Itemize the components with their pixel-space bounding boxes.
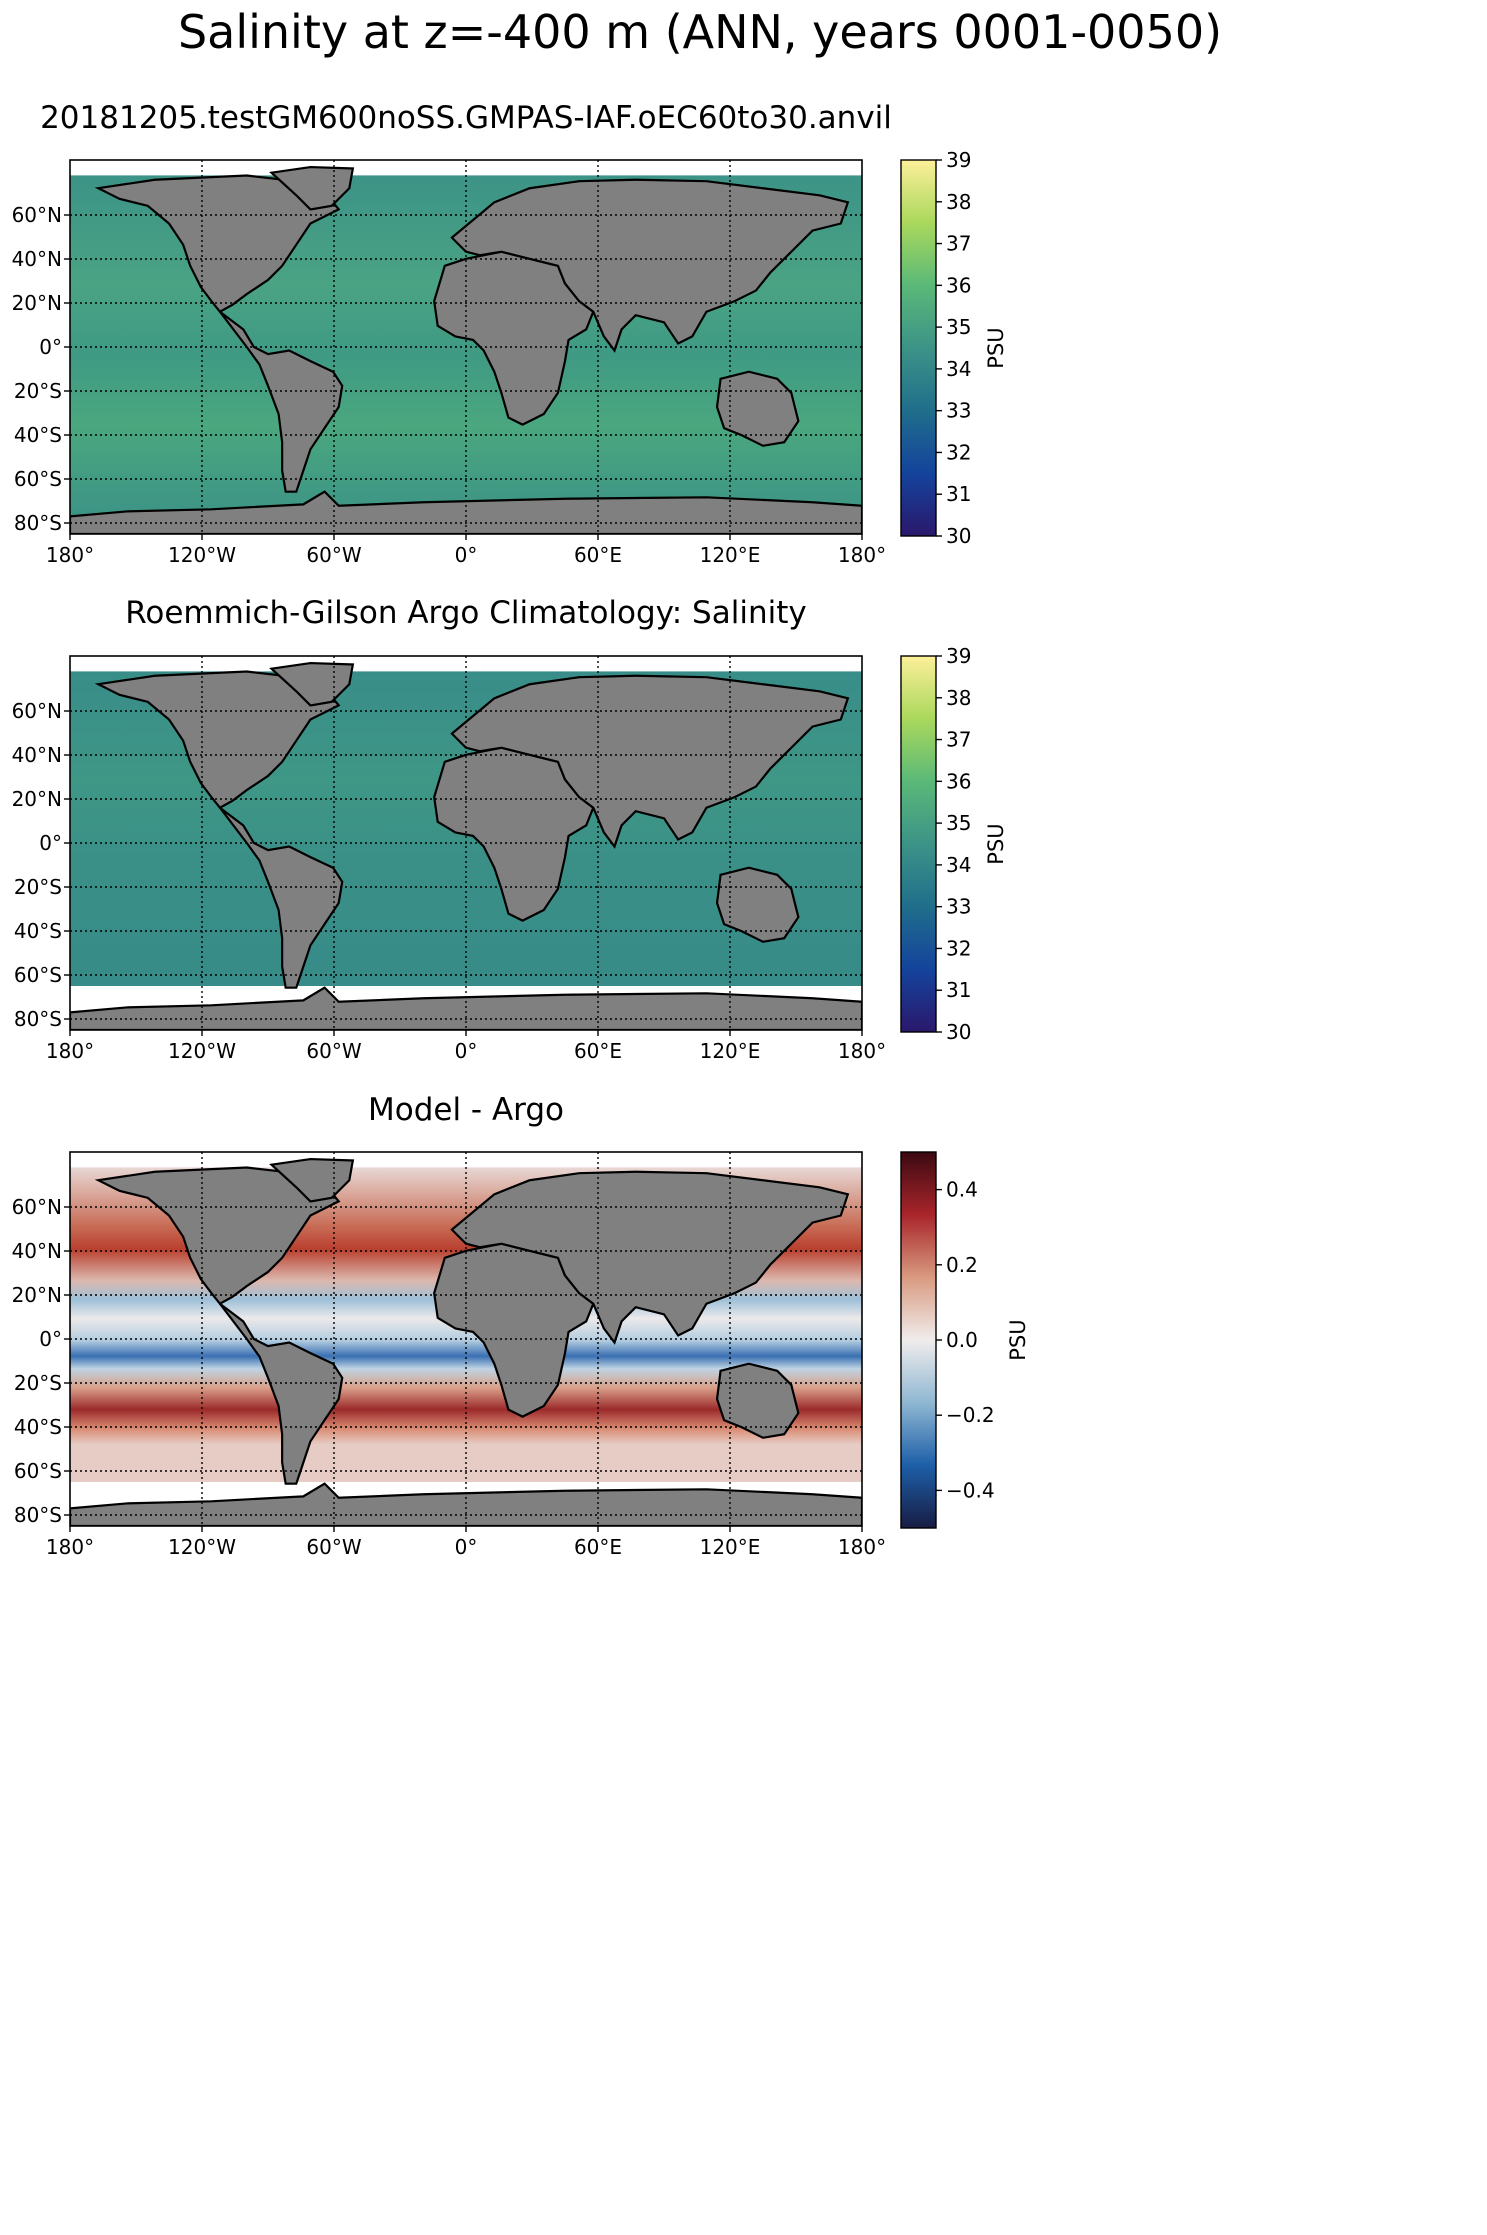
lat-tick-label: 20°S <box>14 875 62 899</box>
lon-tick-label: 0° <box>455 1535 478 1559</box>
map-area <box>70 1152 862 1526</box>
lat-tick-label: 20°S <box>14 379 62 403</box>
lon-tick-label: 120°W <box>168 1039 236 1063</box>
lat-tick-label: 40°N <box>12 1239 62 1263</box>
lon-tick-label: 180° <box>46 1039 94 1063</box>
colorbar-label: PSU <box>1006 1319 1030 1360</box>
lat-tick-label: 60°S <box>14 963 62 987</box>
lon-tick-label: 120°E <box>700 1039 761 1063</box>
colorbar-tick-label: 36 <box>946 273 971 297</box>
lat-tick-label: 0° <box>39 1327 62 1351</box>
colorbar-label: PSU <box>984 823 1008 864</box>
colorbar-tick-label: 38 <box>946 190 971 214</box>
panel-model: 20181205.testGM600noSS.GMPAS-IAF.oEC60to… <box>12 100 1008 567</box>
colorbar <box>900 159 937 537</box>
lon-tick-label: 180° <box>46 1535 94 1559</box>
colorbar-tick-label: 38 <box>946 686 971 710</box>
lat-tick-label: 20°N <box>12 291 62 315</box>
lat-tick-label: 40°S <box>14 919 62 943</box>
colorbar-tick-label: 37 <box>946 232 971 256</box>
lat-tick-label: 0° <box>39 831 62 855</box>
colorbar-tick-label: 0.4 <box>946 1178 978 1202</box>
colorbar <box>900 1151 937 1529</box>
colorbar-tick-label: 34 <box>946 853 971 877</box>
colorbar-tick-label: 37 <box>946 728 971 752</box>
colorbar-tick-label: 31 <box>946 978 971 1002</box>
lon-tick-label: 180° <box>838 543 886 567</box>
colorbar-tick-label: 34 <box>946 357 971 381</box>
lat-tick-label: 40°N <box>12 743 62 767</box>
map-area <box>70 160 862 534</box>
lat-tick-label: 40°N <box>12 247 62 271</box>
colorbar <box>900 655 937 1033</box>
lat-tick-label: 20°N <box>12 1283 62 1307</box>
colorbar-tick-label: 33 <box>946 895 971 919</box>
lon-tick-label: 120°E <box>700 543 761 567</box>
lon-tick-label: 120°E <box>700 1535 761 1559</box>
lat-tick-label: 20°N <box>12 787 62 811</box>
map-area <box>70 656 862 1030</box>
panel-bias: Model - Argo 60°N 40°N 20°N 0° 20°S 40°S 60°S 80… <box>12 1092 1030 1559</box>
lat-tick-label: 20°S <box>14 1371 62 1395</box>
panel-obs: Roemmich-Gilson Argo Climatology: Salini… <box>12 595 1008 1063</box>
lon-tick-label: 60°W <box>306 1535 361 1559</box>
lon-tick-label: 0° <box>455 543 478 567</box>
lat-tick-label: 40°S <box>14 423 62 447</box>
colorbar-tick-label: −0.4 <box>946 1478 995 1502</box>
colorbar-tick-label: 31 <box>946 482 971 506</box>
colorbar-tick-label: 32 <box>946 440 971 464</box>
lat-tick-label: 80°S <box>14 1503 62 1527</box>
colorbar-tick-label: 0.0 <box>946 1328 978 1352</box>
colorbar-tick-label: 35 <box>946 315 971 339</box>
colorbar-label: PSU <box>984 327 1008 368</box>
lat-tick-label: 60°S <box>14 1459 62 1483</box>
lat-tick-label: 80°S <box>14 1007 62 1031</box>
lat-tick-label: 60°S <box>14 467 62 491</box>
colorbar-tick-label: 32 <box>946 936 971 960</box>
colorbar-tick-label: 0.2 <box>946 1253 978 1277</box>
lon-tick-label: 60°W <box>306 1039 361 1063</box>
colorbar-tick-label: 33 <box>946 399 971 423</box>
lat-tick-label: 40°S <box>14 1415 62 1439</box>
lat-tick-label: 80°S <box>14 511 62 535</box>
panel-title: Model - Argo <box>368 1092 564 1128</box>
colorbar-tick-label: 30 <box>946 524 971 548</box>
lat-tick-label: 60°N <box>12 699 62 723</box>
lon-tick-label: 60°W <box>306 543 361 567</box>
panel-title: 20181205.testGM600noSS.GMPAS-IAF.oEC60to… <box>40 100 892 136</box>
colorbar-tick-label: 30 <box>946 1020 971 1044</box>
colorbar-tick-label: 35 <box>946 811 971 835</box>
lon-tick-label: 60°E <box>574 1535 622 1559</box>
lon-tick-label: 180° <box>46 543 94 567</box>
colorbar-tick-label: −0.2 <box>946 1403 995 1427</box>
colorbar-tick-label: 36 <box>946 769 971 793</box>
lon-tick-label: 60°E <box>574 543 622 567</box>
lat-tick-label: 60°N <box>12 1195 62 1219</box>
panel-title: Roemmich-Gilson Argo Climatology: Salini… <box>125 595 806 631</box>
lon-tick-label: 180° <box>838 1039 886 1063</box>
lat-tick-label: 60°N <box>12 203 62 227</box>
lon-tick-label: 180° <box>838 1535 886 1559</box>
colorbar-tick-label: 39 <box>946 644 971 668</box>
lon-tick-label: 120°W <box>168 543 236 567</box>
lat-tick-label: 0° <box>39 335 62 359</box>
lon-tick-label: 60°E <box>574 1039 622 1063</box>
lon-tick-label: 120°W <box>168 1535 236 1559</box>
figure-suptitle: Salinity at z=-400 m (ANN, years 0001-00… <box>178 5 1222 59</box>
colorbar-tick-label: 39 <box>946 148 971 172</box>
lon-tick-label: 0° <box>455 1039 478 1063</box>
